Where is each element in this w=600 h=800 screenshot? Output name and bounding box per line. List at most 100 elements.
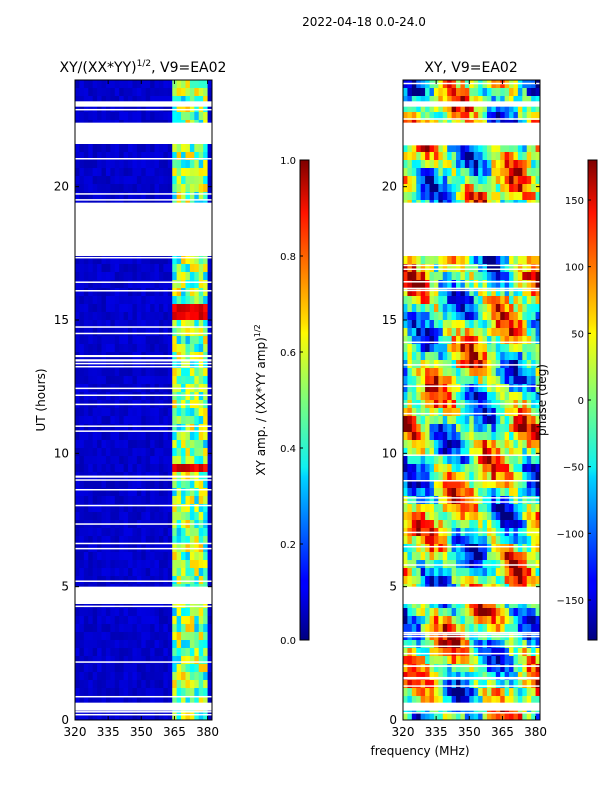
phase-heatmap-cell — [486, 256, 492, 265]
amplitude-heatmap-cell — [110, 88, 116, 97]
phase-heatmap-cell — [464, 408, 470, 417]
amplitude-heatmap-cell — [185, 312, 191, 321]
phase-heatmap-cell — [535, 112, 540, 121]
phase-heatmap-cell — [469, 272, 475, 281]
amplitude-heatmap-cell — [97, 560, 103, 569]
amplitude-heatmap-cell — [150, 280, 156, 289]
phase-heatmap-cell — [451, 616, 457, 625]
amplitude-heatmap-cell — [150, 664, 156, 673]
phase-heatmap-cell — [407, 184, 413, 193]
amplitude-heatmap-cell — [163, 672, 169, 681]
phase-heatmap-cell — [433, 256, 439, 265]
phase-heatmap-cell — [451, 256, 457, 265]
phase-heatmap-cell — [407, 544, 413, 553]
amplitude-heatmap-cell — [119, 640, 125, 649]
amplitude-heatmap-cell — [167, 712, 173, 720]
phase-heatmap-cell — [535, 312, 540, 321]
amplitude-heatmap-cell — [79, 552, 85, 561]
phase-heatmap-cell — [473, 160, 479, 169]
amplitude-colorbar-tick-label: 0.6 — [280, 348, 296, 359]
amplitude-heatmap-cell — [158, 184, 164, 193]
amplitude-heatmap-cell — [203, 632, 209, 641]
phase-heatmap-cell — [478, 368, 484, 377]
phase-heatmap-cell — [513, 640, 519, 649]
amplitude-heatmap-cell — [132, 320, 138, 329]
phase-heatmap-cell — [464, 80, 470, 89]
amplitude-heatmap-cell — [194, 152, 200, 161]
phase-heatmap-cell — [513, 344, 519, 353]
amplitude-heatmap-cell — [181, 320, 187, 329]
phase-heatmap-cell — [425, 376, 431, 385]
phase-heatmap-cell — [517, 144, 523, 153]
phase-heatmap-cell — [451, 144, 457, 153]
phase-heatmap-cell — [407, 96, 413, 105]
phase-heatmap-cell — [495, 576, 501, 585]
phase-heatmap-cell — [425, 672, 431, 681]
amplitude-heatmap-cell — [88, 560, 94, 569]
phase-heatmap-cell — [491, 112, 497, 121]
phase-heatmap-cell — [517, 272, 523, 281]
amplitude-heatmap-cell — [141, 112, 147, 121]
phase-heatmap-cell — [464, 512, 470, 521]
amplitude-heatmap-cell — [128, 536, 134, 545]
phase-heatmap-cell — [438, 568, 444, 577]
phase-heatmap-cell — [407, 336, 413, 345]
amplitude-heatmap-cell — [150, 104, 156, 113]
phase-heatmap-cell — [522, 144, 528, 153]
phase-heatmap-cell — [451, 376, 457, 385]
amplitude-heatmap-cell — [88, 304, 94, 313]
amplitude-heatmap-cell — [176, 296, 182, 305]
amplitude-heatmap-cell — [207, 696, 212, 705]
phase-heatmap-cell — [513, 552, 519, 561]
phase-heatmap-cell — [416, 552, 422, 561]
phase-heatmap-cell — [464, 344, 470, 353]
phase-heatmap-cell — [535, 144, 540, 153]
phase-heatmap-cell — [451, 88, 457, 97]
amplitude-heatmap-cell — [79, 464, 85, 473]
phase-heatmap-cell — [447, 192, 453, 201]
amplitude-flagged-line — [75, 134, 212, 136]
amplitude-flagged-line — [75, 547, 212, 550]
amplitude-heatmap-cell — [189, 80, 195, 89]
amplitude-heatmap-cell — [198, 624, 204, 633]
phase-heatmap-cell — [442, 176, 448, 185]
amplitude-flagged-line — [75, 103, 212, 105]
phase-heatmap-cell — [473, 448, 479, 457]
phase-heatmap-cell — [491, 264, 497, 273]
amplitude-heatmap-cell — [145, 144, 151, 153]
amplitude-heatmap-cell — [150, 376, 156, 385]
phase-heatmap-cell — [517, 408, 523, 417]
amplitude-heatmap-cell — [114, 320, 120, 329]
phase-heatmap-cell — [403, 144, 409, 153]
amplitude-heatmap-cell — [136, 432, 142, 441]
amplitude-heatmap-cell — [97, 568, 103, 577]
phase-heatmap-cell — [509, 464, 515, 473]
amplitude-heatmap-cell — [203, 480, 209, 489]
phase-heatmap-cell — [531, 416, 537, 425]
amplitude-heatmap-cell — [163, 144, 169, 153]
phase-heatmap-cell — [491, 512, 497, 521]
phase-heatmap-cell — [509, 384, 515, 393]
amplitude-heatmap-cell — [123, 304, 129, 313]
amplitude-heatmap-cell — [154, 440, 160, 449]
phase-heatmap-cell — [403, 464, 409, 473]
phase-heatmap-cell — [429, 328, 435, 337]
phase-heatmap-cell — [433, 344, 439, 353]
amplitude-heatmap-cell — [176, 688, 182, 697]
amplitude-heatmap-cell — [132, 416, 138, 425]
amplitude-heatmap-cell — [141, 680, 147, 689]
amplitude-heatmap-cell — [114, 560, 120, 569]
amplitude-heatmap-cell — [167, 408, 173, 417]
phase-heatmap-cell — [526, 168, 532, 177]
amplitude-heatmap-cell — [101, 424, 107, 433]
phase-heatmap-cell — [433, 160, 439, 169]
amplitude-heatmap-cell — [167, 488, 173, 497]
phase-heatmap-cell — [425, 688, 431, 697]
amplitude-heatmap-cell — [150, 152, 156, 161]
amplitude-heatmap-cell — [198, 448, 204, 457]
amplitude-heatmap-cell — [185, 392, 191, 401]
phase-heatmap-cell — [526, 680, 532, 689]
phase-heatmap-cell — [495, 280, 501, 289]
amplitude-heatmap-cell — [136, 576, 142, 585]
amplitude-heatmap-cell — [79, 264, 85, 273]
